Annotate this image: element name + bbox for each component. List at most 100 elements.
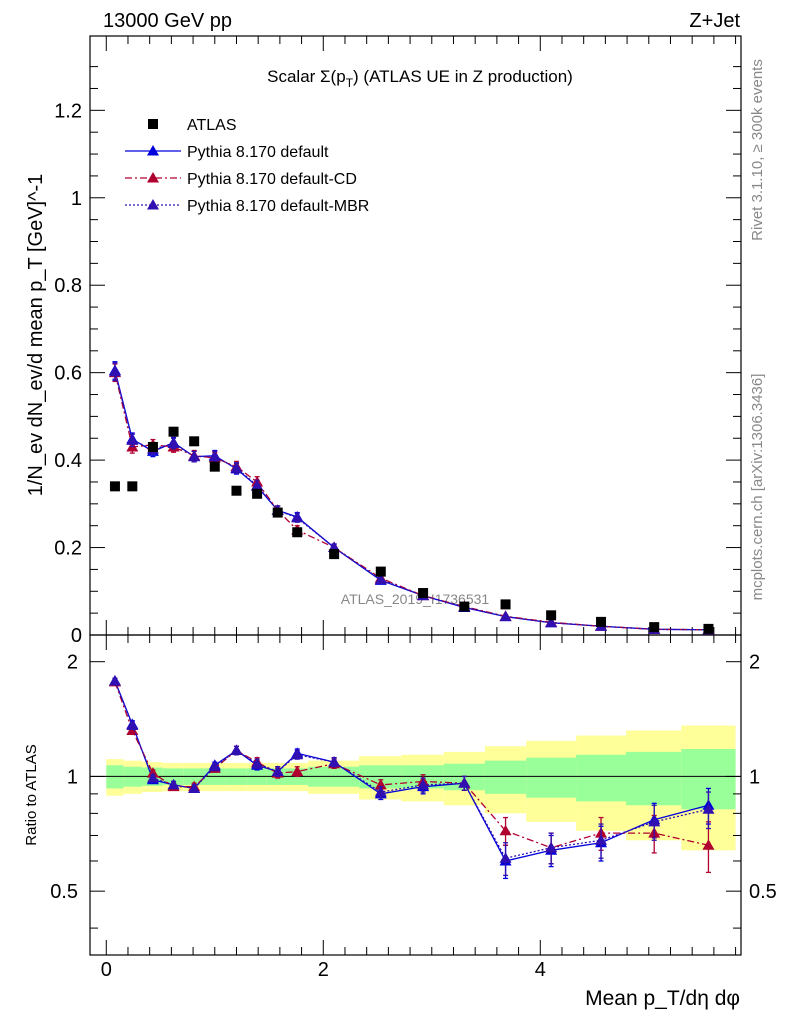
x-tick-label: 2: [318, 959, 329, 981]
atlas-data-point: [546, 610, 557, 621]
ratio-series-point: [595, 834, 608, 845]
ratio-series-point: [702, 803, 715, 814]
rivet-version-label: Rivet 3.1.10, ≥ 300k events: [749, 59, 766, 241]
main-series-point: [374, 573, 387, 584]
atlas-data-point: [147, 441, 158, 452]
mcplots-reference-label: mcplots.cern.ch [arXiv:1306.3436]: [749, 374, 766, 601]
ratio-series-point: [188, 782, 201, 793]
ratio-series-point: [146, 772, 159, 783]
x-tick-label: 0: [101, 959, 112, 981]
ratio-series-point: [545, 841, 558, 853]
atlas-data-point: [209, 461, 220, 472]
axes-frames: [89, 35, 742, 956]
legend-marker-square: [148, 119, 158, 129]
main-series-point: [230, 461, 243, 473]
ratio-series-point: [328, 756, 341, 767]
main-series-point: [545, 616, 558, 628]
atlas-data-point: [649, 622, 660, 633]
main-series-point: [208, 450, 221, 462]
x-tick-label: 4: [535, 959, 546, 981]
main-y-tick-label: 1: [71, 188, 82, 210]
ratio-series-layer: [108, 674, 715, 880]
atlas-data-point: [272, 507, 283, 518]
main-series-point: [251, 479, 264, 490]
main-series-line: [114, 371, 709, 631]
main-y-tick-label: 0: [71, 625, 82, 647]
atlas-data-point: [500, 599, 511, 610]
band-green: [576, 754, 626, 802]
ratio-series-point: [648, 815, 661, 827]
main-y-tick-label: 0.4: [54, 450, 82, 472]
atlas-data-point: [292, 527, 303, 538]
legend-label: Pythia 8.170 default-CD: [187, 171, 357, 188]
ratio-frame: [89, 634, 742, 956]
ratio-series-point: [374, 786, 387, 797]
atlas-data-point: [329, 549, 340, 560]
process-label: Z+Jet: [689, 10, 740, 32]
ratio-y-axis-label: Ratio to ATLAS: [23, 744, 40, 845]
main-y-tick-label: 0.8: [54, 275, 82, 297]
band-green: [625, 751, 682, 806]
ratio-y-tick-label-right: 2: [749, 652, 760, 674]
ratio-series-point: [271, 765, 284, 777]
ratio-series-point: [702, 839, 715, 850]
ratio-y-tick-label: 0.5: [50, 881, 78, 903]
energy-label: 13000 GeV pp: [103, 10, 232, 32]
main-y-tick-label: 0.6: [54, 363, 82, 385]
ratio-y-tick-label: 1: [67, 766, 78, 788]
legend-label: Pythia 8.170 default-MBR: [187, 198, 369, 215]
legend: ATLAS Pythia 8.170 default Pythia 8.170 de…: [125, 117, 369, 215]
main-series-point: [108, 365, 121, 377]
ratio-series-point: [208, 760, 221, 772]
ratio-series-point: [291, 748, 304, 760]
legend-marker-triangle: [147, 199, 159, 210]
main-y-axis-label: 1/N_ev dN_ev/d mean p_T [GeV]^-1: [25, 174, 47, 497]
main-series-point: [188, 450, 201, 462]
band-green: [526, 757, 577, 798]
ratio-y-tick-label-right: 1: [749, 766, 760, 788]
main-series-point: [167, 437, 180, 448]
atlas-data-point: [418, 588, 429, 599]
atlas-data-point: [127, 481, 138, 492]
ratio-y-tick-label: 2: [67, 652, 78, 674]
atlas-data-point: [459, 601, 470, 612]
atlas-data-point: [189, 436, 200, 447]
ratio-series-point: [499, 824, 512, 836]
legend-label: ATLAS: [187, 117, 237, 134]
atlas-data-point: [375, 566, 386, 577]
legend-marker-triangle: [147, 145, 159, 156]
ratio-series-point: [251, 757, 264, 769]
main-series-point: [126, 434, 139, 445]
main-y-tick-label: 1.2: [54, 100, 82, 122]
band-green: [484, 760, 527, 794]
legend-item: Pythia 8.170 default: [125, 144, 329, 161]
atlas-data-point: [168, 426, 179, 437]
ratio-series-point: [291, 765, 304, 777]
ratio-series-point: [374, 778, 387, 790]
legend-label: Pythia 8.170 default: [187, 144, 329, 161]
atlas-data-point: [109, 481, 120, 492]
atlas-data-point: [231, 485, 242, 496]
atlas-data-point: [703, 623, 714, 634]
legend-item: ATLAS: [148, 117, 237, 134]
main-series-point: [291, 511, 304, 523]
axis-ticks: 0 0.2 0.4 0.6 0.8 1 1.2 0.5 0.5 1 1 2 2 0 2 4: [50, 36, 777, 981]
ratio-series-point: [499, 852, 512, 863]
atlas-data-point: [596, 616, 607, 627]
ratio-series-point: [167, 778, 180, 790]
legend-item: Pythia 8.170 default-CD: [125, 171, 357, 188]
legend-marker-triangle: [147, 172, 159, 183]
x-axis-label: Mean p_T/dη dφ: [585, 987, 740, 1010]
ratio-series-point: [108, 674, 121, 686]
ratio-series-point: [126, 719, 139, 731]
main-series-layer: [108, 361, 715, 635]
ratio-y-tick-label-right: 0.5: [749, 881, 777, 903]
legend-item: Pythia 8.170 default-MBR: [125, 198, 369, 215]
main-series-point: [499, 610, 512, 622]
ratio-series-point: [417, 778, 430, 790]
atlas-data-point: [252, 488, 263, 499]
main-y-tick-label: 0.2: [54, 538, 82, 560]
ratio-series-point: [458, 777, 471, 788]
ratio-series-point: [230, 744, 243, 755]
